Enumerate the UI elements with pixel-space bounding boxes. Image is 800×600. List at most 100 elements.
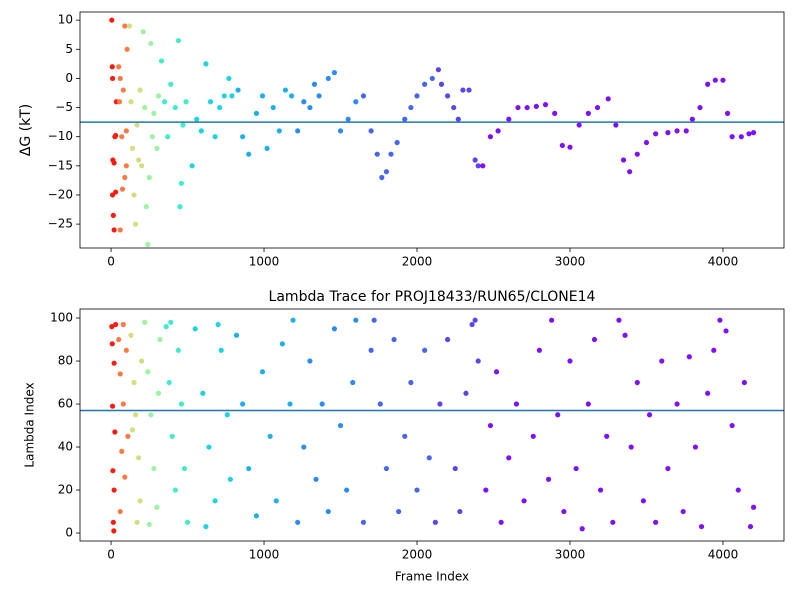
point	[536, 347, 542, 353]
point	[627, 169, 633, 175]
point	[402, 433, 408, 439]
point	[253, 110, 259, 116]
point	[168, 81, 174, 87]
point	[145, 369, 151, 375]
point	[116, 99, 123, 105]
point	[383, 169, 390, 175]
point	[288, 93, 295, 99]
axes-frame	[79, 308, 785, 542]
point	[131, 192, 137, 198]
point	[712, 77, 718, 83]
point	[151, 465, 157, 472]
point	[172, 104, 178, 111]
point	[325, 508, 331, 515]
point	[422, 347, 428, 353]
point	[585, 401, 591, 407]
y-tick-label: 60	[58, 397, 73, 411]
point	[264, 145, 270, 151]
y-tick-label: 80	[58, 354, 73, 368]
point	[683, 128, 689, 134]
point	[472, 157, 478, 163]
point	[109, 341, 115, 347]
point	[155, 390, 162, 396]
y-tick-label: −5	[55, 100, 73, 114]
point	[533, 103, 539, 109]
point	[110, 519, 116, 525]
point	[597, 487, 604, 493]
point	[111, 360, 117, 366]
point	[194, 116, 200, 122]
point	[604, 433, 610, 439]
point	[178, 401, 185, 407]
point	[360, 93, 367, 99]
point	[181, 465, 188, 472]
point	[686, 354, 692, 360]
point	[738, 134, 744, 140]
plot-area	[109, 17, 757, 248]
point	[145, 241, 151, 248]
point	[109, 324, 115, 330]
point	[605, 96, 611, 102]
point	[122, 23, 128, 29]
point	[111, 528, 117, 534]
point	[111, 227, 117, 233]
point	[109, 17, 115, 23]
point	[475, 163, 481, 169]
point	[113, 189, 119, 195]
point	[698, 523, 705, 530]
point	[123, 163, 129, 169]
point	[452, 465, 458, 472]
point	[273, 498, 279, 504]
point	[287, 401, 293, 407]
point	[705, 81, 711, 87]
point	[175, 347, 181, 353]
point	[111, 160, 117, 166]
point	[140, 29, 146, 35]
y-axis-label: ΔG (kT)	[18, 104, 34, 156]
point	[460, 87, 466, 93]
y-tick-label: 20	[58, 483, 73, 497]
point	[117, 371, 123, 377]
point	[301, 99, 307, 105]
point	[177, 204, 183, 210]
point	[259, 369, 266, 375]
point	[438, 81, 445, 87]
point	[646, 412, 653, 418]
point	[469, 321, 475, 328]
point	[218, 347, 224, 353]
point	[353, 99, 359, 105]
point	[408, 104, 414, 111]
point	[180, 122, 186, 128]
point	[212, 134, 218, 140]
point	[653, 519, 659, 525]
point	[360, 519, 367, 525]
point	[307, 104, 313, 111]
point	[408, 379, 414, 386]
point	[282, 87, 289, 93]
point	[149, 134, 155, 140]
point	[227, 476, 233, 482]
point	[128, 99, 134, 105]
point	[457, 508, 463, 515]
point	[549, 317, 555, 323]
point	[579, 526, 585, 532]
point	[337, 422, 344, 429]
point	[119, 448, 125, 454]
point	[206, 444, 212, 450]
point	[246, 151, 252, 157]
point	[331, 326, 338, 332]
point	[437, 401, 443, 407]
point	[653, 131, 659, 137]
x-tick-label: 2000	[402, 548, 433, 562]
point	[451, 104, 457, 111]
x-tick-label: 0	[107, 255, 115, 269]
point	[515, 104, 521, 111]
point	[613, 122, 619, 128]
point	[207, 99, 214, 105]
point	[620, 157, 627, 163]
point	[735, 487, 741, 493]
point	[628, 444, 634, 450]
point	[253, 513, 259, 519]
point	[120, 87, 126, 93]
point	[521, 498, 527, 504]
